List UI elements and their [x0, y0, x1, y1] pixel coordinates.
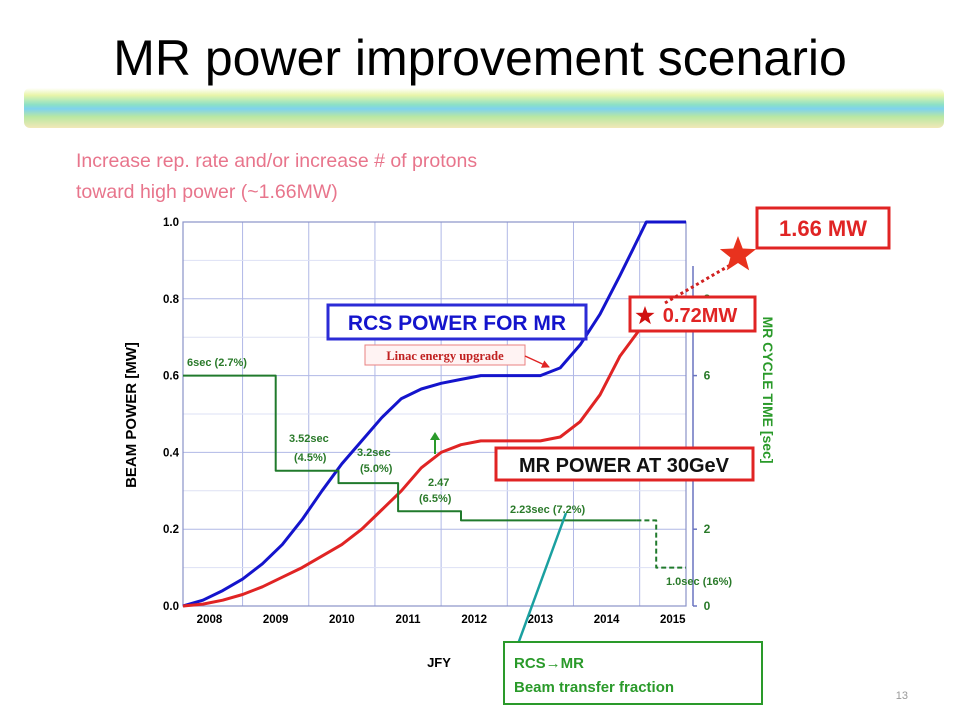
series-line-2 — [183, 374, 637, 522]
rcs-mr-line2: Beam transfer fraction — [514, 679, 674, 696]
plot-frame — [182, 221, 687, 607]
x-tick-label-2010: 2010 — [329, 614, 355, 626]
y-tick-label-3: 0.6 — [163, 371, 179, 383]
linac-upgrade-arrow — [524, 355, 550, 368]
y-tick-label-0: 0.0 — [163, 601, 179, 613]
green-up-arrowhead — [430, 432, 440, 440]
y2-tick-label-0: 0 — [704, 599, 711, 613]
chart-gridlines — [183, 221, 686, 607]
step-label-247-a: 2.47 — [428, 477, 449, 489]
x-tick-label-2012: 2012 — [461, 614, 487, 626]
mr-power-box — [494, 446, 755, 482]
step-label-32-a: 3.2sec — [357, 447, 391, 459]
rcs-mr-line1: RCS→MR — [514, 655, 584, 672]
chart-axes: 2008 2009 2010 2011 2012 2013 2014 2015 0.0 0.2 0.… — [163, 217, 711, 626]
power-166-label: 1.66 MW — [779, 216, 867, 241]
linac-upgrade-label: Linac energy upgrade — [386, 349, 504, 363]
small-red-star-icon — [635, 306, 655, 325]
series-line-1 — [182, 313, 661, 608]
page-number: 13 — [895, 690, 908, 702]
linac-upgrade-box — [364, 344, 526, 366]
subtitle: Increase rep. rate and/or increase # of … — [76, 146, 477, 208]
step-label-6sec: 6sec (2.7%) — [187, 357, 247, 369]
title-underline-band — [24, 88, 944, 128]
subtitle-line-2: toward high power (~1.66MW) — [76, 181, 338, 203]
x-tick-label-2009: 2009 — [263, 614, 289, 626]
rcs-power-box — [326, 303, 588, 341]
page-title: MR power improvement scenario — [113, 30, 847, 86]
mr-power-label: MR POWER AT 30GeV — [519, 455, 730, 477]
teal-leader-line — [516, 512, 568, 645]
y-tick-label-5: 1.0 — [163, 217, 179, 229]
y2-tick-label-1: 2 — [704, 522, 711, 536]
x-axis-label: JFY — [427, 655, 451, 670]
chart-series — [182, 220, 686, 608]
x-tick-label-2015: 2015 — [660, 614, 686, 626]
subtitle-line-1: Increase rep. rate and/or increase # of … — [76, 150, 478, 172]
y2-tick-label-3: 6 — [704, 369, 711, 383]
step-label-10: 1.0sec (16%) — [666, 576, 732, 588]
x-tick-label-2013: 2013 — [528, 614, 554, 626]
step-label-352-b: (4.5%) — [294, 452, 327, 464]
y2-axis-label: MR CYCLE TIME [sec] — [760, 316, 776, 463]
x-tick-label-2008: 2008 — [197, 614, 223, 626]
step-label-223: 2.23sec (7.2%) — [510, 504, 586, 516]
x-tick-label-2014: 2014 — [594, 614, 620, 626]
y-axis-label: BEAM POWER [MW] — [123, 342, 140, 488]
large-red-star-icon — [719, 236, 757, 271]
y-tick-label-1: 0.2 — [163, 524, 179, 536]
rcs-mr-text-mr: MR — [561, 655, 584, 672]
rcs-mr-arrow-icon: → — [546, 655, 561, 672]
step-label-352-a: 3.52sec — [289, 433, 329, 445]
rcs-mr-box — [503, 641, 763, 705]
rcs-power-label: RCS POWER FOR MR — [348, 312, 566, 335]
step-label-247-b: (6.5%) — [419, 493, 452, 505]
power-166-box — [755, 206, 891, 250]
y-tick-label-2: 0.4 — [163, 447, 180, 459]
y-tick-label-4: 0.8 — [163, 294, 180, 306]
step-label-32-b: (5.0%) — [360, 463, 393, 475]
series-line-3 — [636, 519, 686, 569]
rcs-mr-text-rcs: RCS — [514, 655, 546, 672]
series-line-0 — [182, 220, 686, 608]
x-tick-label-2011: 2011 — [396, 614, 422, 626]
dotted-link-line — [664, 262, 733, 305]
power-072-label: 0.72MW — [663, 305, 738, 327]
